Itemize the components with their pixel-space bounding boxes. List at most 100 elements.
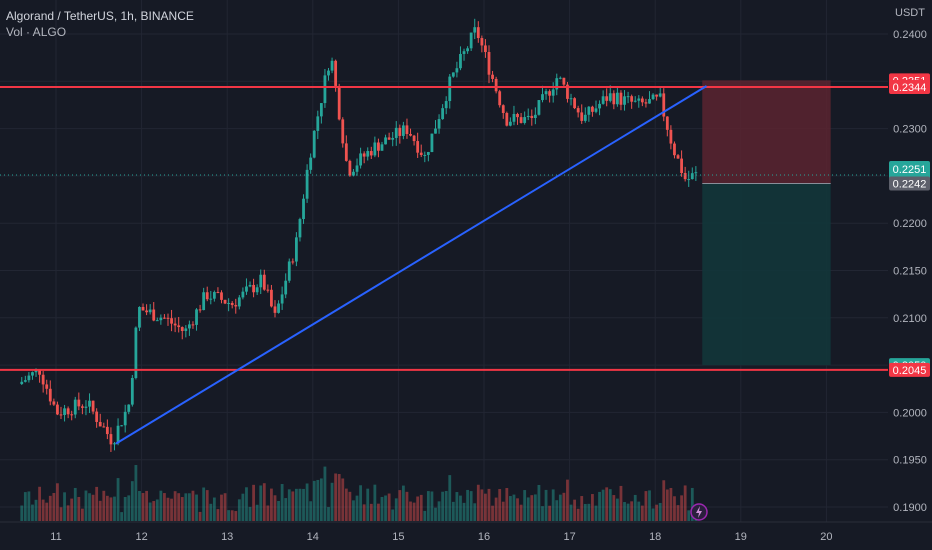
candle-body xyxy=(615,92,619,105)
volume-bar xyxy=(230,510,234,521)
volume-bar xyxy=(173,491,177,521)
lightning-glyph-icon xyxy=(696,506,702,518)
volume-bar xyxy=(41,499,45,521)
volume-bar xyxy=(319,478,323,521)
stop-loss-zone[interactable] xyxy=(702,80,831,184)
candle-body xyxy=(195,309,198,325)
volume-bar xyxy=(91,494,95,521)
volume-bar xyxy=(59,507,63,521)
price-tick-label: 0.1950 xyxy=(893,455,927,467)
volume-bar xyxy=(487,488,491,521)
volume-bar xyxy=(455,492,459,521)
time-tick-label: 12 xyxy=(135,531,147,543)
volume-legend[interactable]: Vol · ALGO xyxy=(6,25,67,39)
volume-bar xyxy=(66,505,70,521)
volume-bar xyxy=(683,485,687,521)
time-tick-label: 16 xyxy=(478,531,490,543)
candle-body xyxy=(170,318,173,324)
volume-bar xyxy=(270,488,273,521)
volume-bar xyxy=(177,493,181,521)
volume-bar xyxy=(330,482,334,521)
candle-body xyxy=(405,125,409,134)
volume-bar xyxy=(205,490,209,521)
volume-bar xyxy=(391,509,395,521)
take-profit-zone[interactable] xyxy=(702,183,831,366)
volume-bar xyxy=(84,490,88,521)
volume-bar xyxy=(380,496,384,521)
candle-body xyxy=(20,381,24,385)
time-axis-bg xyxy=(0,522,932,550)
horizontal-levels[interactable] xyxy=(0,85,888,371)
candle-body xyxy=(658,93,662,97)
candle-body xyxy=(105,426,109,435)
volume-bar xyxy=(362,504,366,521)
candle-body xyxy=(501,105,505,114)
candle-body xyxy=(316,116,320,131)
last-price-tag: 0.2251 xyxy=(893,164,927,176)
time-tick-label: 19 xyxy=(735,531,747,543)
candle-body xyxy=(548,91,552,96)
volume-bar xyxy=(134,465,138,521)
volume-bar xyxy=(673,496,676,521)
candle-body xyxy=(690,173,694,180)
candle-body xyxy=(138,306,141,328)
symbol-title[interactable]: Algorand / TetherUS, 1h, BINANCE xyxy=(6,9,194,23)
candle-body xyxy=(541,94,544,101)
candle-body xyxy=(184,328,188,332)
volume-bar xyxy=(508,496,512,521)
volume-bar xyxy=(480,489,484,521)
volume-bar xyxy=(484,493,487,521)
candle-body xyxy=(430,133,434,153)
volume-bar xyxy=(459,495,462,521)
candle-body xyxy=(259,274,263,288)
volume-bar xyxy=(466,489,469,521)
candle-body xyxy=(362,153,366,157)
chart-widgets[interactable] xyxy=(690,503,708,521)
candle-body xyxy=(91,400,95,412)
candle-body xyxy=(380,144,384,151)
volume-bar xyxy=(109,497,113,521)
volume-bar xyxy=(690,487,694,521)
entry-price-tag: 0.2242 xyxy=(893,178,927,190)
candle-body xyxy=(441,108,445,120)
volume-bar xyxy=(180,497,184,521)
candle-body xyxy=(291,261,295,263)
candle-body xyxy=(59,414,63,416)
candle-body xyxy=(619,92,623,105)
volume-bar xyxy=(63,492,66,521)
candle-body xyxy=(551,89,555,96)
trend-line[interactable] xyxy=(115,85,708,445)
candle-body xyxy=(130,378,134,405)
volume-bars xyxy=(20,465,698,521)
candle-body xyxy=(270,289,273,307)
candle-body xyxy=(266,289,270,291)
volume-bar xyxy=(334,473,338,521)
trend-line-group[interactable] xyxy=(115,85,708,445)
candle-body xyxy=(608,93,612,101)
candle-body xyxy=(127,404,131,412)
candle-body xyxy=(252,284,255,293)
volume-bar xyxy=(184,493,188,521)
candle-body xyxy=(473,27,477,33)
candle-body xyxy=(123,411,127,426)
candle-body xyxy=(134,327,138,379)
candle-body xyxy=(455,68,459,73)
candle-body xyxy=(341,119,345,144)
volume-bar xyxy=(583,503,587,521)
chart-legend: Algorand / TetherUS, 1h, BINANCE Vol · A… xyxy=(6,8,194,40)
price-tick-label: 0.1900 xyxy=(893,502,927,514)
candle-body xyxy=(334,60,338,86)
candle-body xyxy=(394,127,398,138)
volume-bar xyxy=(537,484,541,521)
candle-body xyxy=(31,372,34,376)
time-axis[interactable]: 11 12 13 14 15 16 17 18 19 20 xyxy=(0,521,932,550)
volume-bar xyxy=(566,479,569,521)
volume-bar xyxy=(48,495,52,521)
time-tick-label: 14 xyxy=(307,531,319,543)
volume-bar xyxy=(287,489,291,521)
volume-bar xyxy=(359,485,362,521)
volume-bar xyxy=(576,508,580,521)
candle-body xyxy=(234,305,238,307)
